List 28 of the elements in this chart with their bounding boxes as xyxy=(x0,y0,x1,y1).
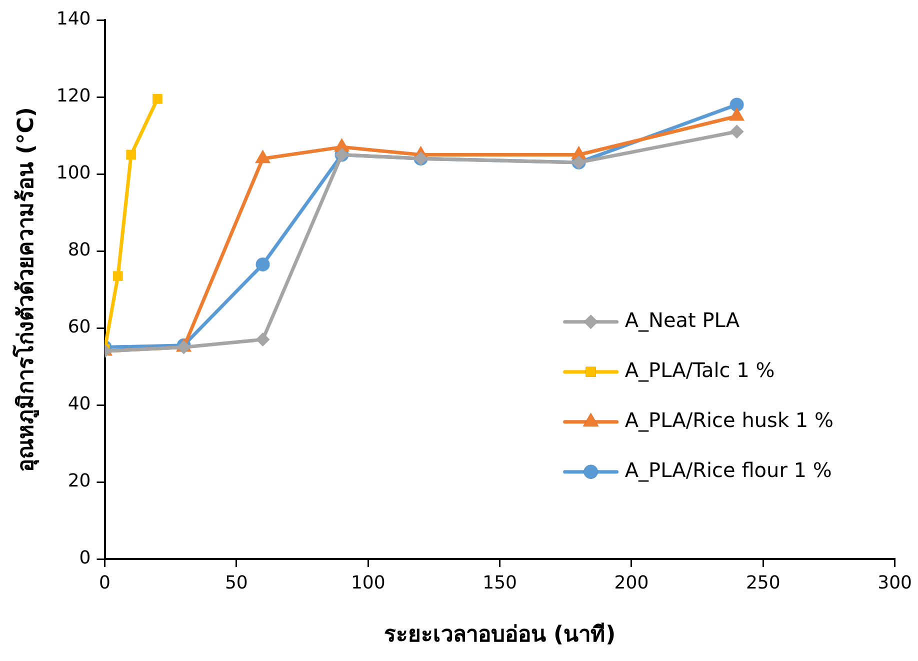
y-tick-label: 120 xyxy=(56,86,91,107)
y-tick-label: 60 xyxy=(68,316,91,338)
point xyxy=(126,150,136,160)
point xyxy=(152,94,162,104)
y-tick-label: 80 xyxy=(68,240,91,261)
x-tick-label: 0 xyxy=(99,572,110,594)
x-axis-title: ระยะเวลาอบอ่อน (นาที) xyxy=(384,622,616,648)
y-tick-label: 0 xyxy=(79,548,91,569)
legend-label: A_Neat PLA xyxy=(624,308,740,332)
y-axis-title: อุณหภูมิการโก่งตัวด้วยความร้อน (°C) xyxy=(12,107,40,472)
x-tick-label: 150 xyxy=(482,572,517,594)
point xyxy=(256,332,270,347)
legend-label: A_PLA/Rice husk 1 % xyxy=(624,408,834,432)
y-tick-label: 40 xyxy=(68,394,91,415)
legend-label: A_PLA/Talc 1 % xyxy=(624,358,775,382)
y-tick-label: 100 xyxy=(56,162,91,184)
legend-label: A_PLA/Rice flour 1 % xyxy=(624,458,832,482)
x-tick-label: 100 xyxy=(350,572,386,594)
point xyxy=(256,257,270,272)
y-tick-label: 140 xyxy=(56,8,91,30)
point xyxy=(730,98,744,112)
y-tick-label: 20 xyxy=(68,470,91,492)
x-tick-label: 50 xyxy=(224,572,248,594)
x-tick-label: 250 xyxy=(746,572,780,594)
x-tick-label: 200 xyxy=(614,572,649,594)
point xyxy=(730,124,744,139)
point xyxy=(112,271,123,281)
x-tick-label: 300 xyxy=(878,572,912,594)
